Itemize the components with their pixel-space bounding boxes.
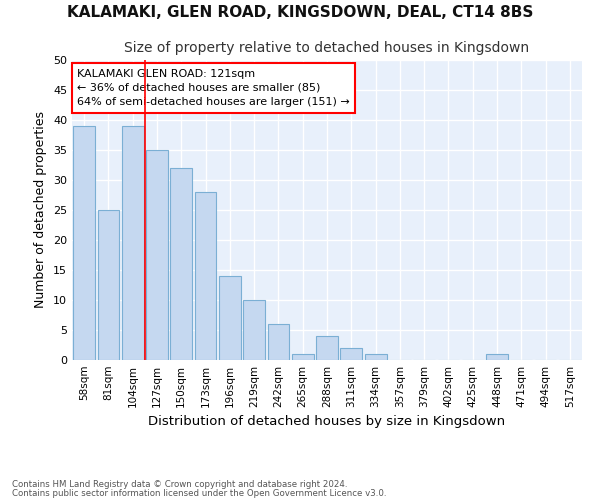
Bar [219,276,241,360]
Y-axis label: Number of detached properties: Number of detached properties [34,112,47,308]
Text: KALAMAKI GLEN ROAD: 121sqm
← 36% of detached houses are smaller (85)
64% of semi: KALAMAKI GLEN ROAD: 121sqm ← 36% of deta… [77,69,350,107]
Bar [243,300,265,360]
Bar [170,168,192,360]
Bar [268,324,289,360]
Text: KALAMAKI, GLEN ROAD, KINGSDOWN, DEAL, CT14 8BS: KALAMAKI, GLEN ROAD, KINGSDOWN, DEAL, CT… [67,5,533,20]
Bar [122,126,143,360]
X-axis label: Distribution of detached houses by size in Kingsdown: Distribution of detached houses by size … [148,416,506,428]
Title: Size of property relative to detached houses in Kingsdown: Size of property relative to detached ho… [124,40,530,54]
Bar [486,354,508,360]
Bar [146,150,168,360]
Bar [365,354,386,360]
Text: Contains HM Land Registry data © Crown copyright and database right 2024.: Contains HM Land Registry data © Crown c… [12,480,347,489]
Bar [97,210,119,360]
Bar [292,354,314,360]
Text: Contains public sector information licensed under the Open Government Licence v3: Contains public sector information licen… [12,488,386,498]
Bar [316,336,338,360]
Bar [73,126,95,360]
Bar [340,348,362,360]
Bar [194,192,217,360]
